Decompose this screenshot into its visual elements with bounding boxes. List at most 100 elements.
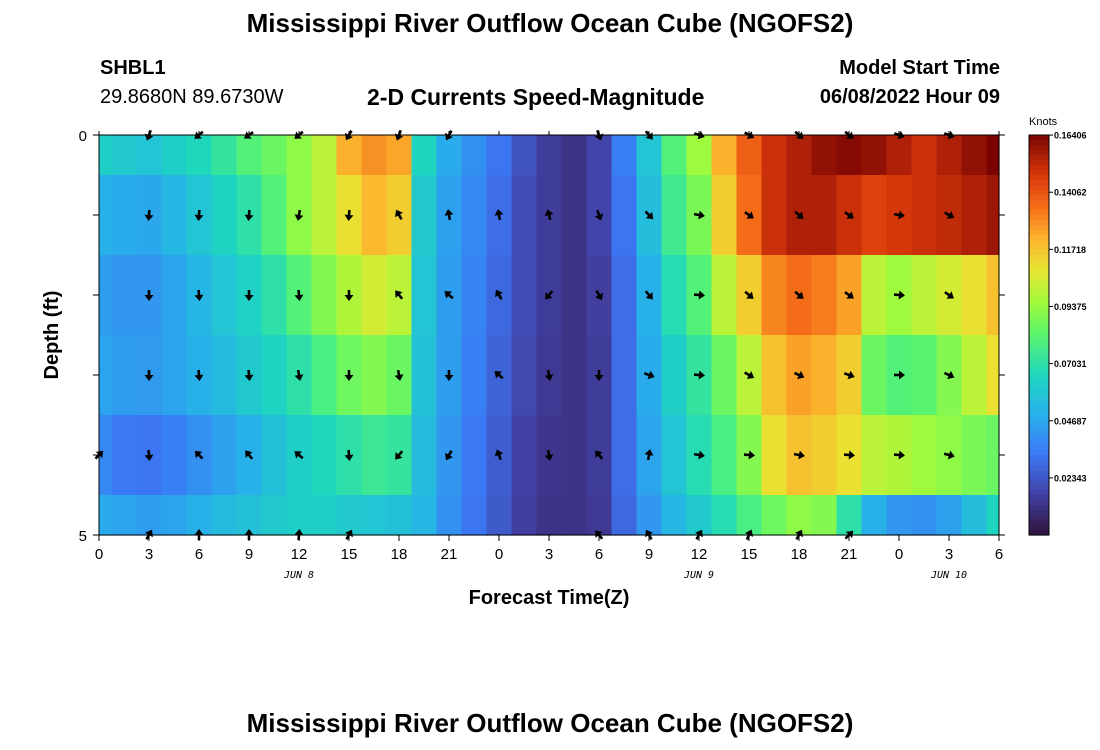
arrow-head <box>845 530 854 539</box>
current-arrow <box>94 450 104 460</box>
heatmap-cells <box>99 135 1000 536</box>
current-arrow <box>144 449 154 461</box>
heatmap-cell <box>311 415 338 496</box>
heatmap-cell <box>786 495 813 536</box>
arrow-head <box>445 452 453 461</box>
current-arrow <box>594 209 604 221</box>
heatmap-cell <box>711 175 738 256</box>
arrow-head <box>344 454 354 461</box>
heatmap-cell <box>811 335 838 416</box>
colorbar-segment <box>1029 495 1049 501</box>
current-arrow <box>244 290 254 301</box>
x-tick-label: 0 <box>895 546 903 563</box>
heatmap-cell <box>711 255 738 336</box>
x-tick-label: 21 <box>841 546 858 563</box>
colorbar-segment <box>1029 370 1049 376</box>
current-arrow <box>495 289 503 300</box>
x-tick-label: 12 <box>691 546 708 563</box>
current-arrow <box>395 450 404 460</box>
colorbar-segment <box>1029 485 1049 491</box>
current-arrow <box>643 370 655 380</box>
arrow-head <box>746 291 754 299</box>
currents-heatmap-chart: 0 3 6 9 12 15 18 21 0 3 6 9 12 15 18 21 0 3 6 JUN 8 JUN 9 JUN… <box>41 116 1087 609</box>
repeated-page-title: Mississippi River Outflow Ocean Cube (NG… <box>246 708 854 738</box>
page-title: Mississippi River Outflow Ocean Cube (NG… <box>246 8 854 38</box>
colorbar-segment <box>1029 355 1049 361</box>
arrow-head <box>294 529 304 536</box>
heatmap-cell <box>661 495 688 536</box>
arrow-head <box>594 213 604 221</box>
colorbar-segment <box>1029 175 1049 181</box>
arrow-head <box>946 291 954 299</box>
heatmap-cell <box>161 135 188 176</box>
y-axis-label: Depth (ft) <box>41 291 63 380</box>
heatmap-cell <box>586 135 613 176</box>
current-arrow <box>194 209 204 221</box>
current-arrow <box>444 370 454 381</box>
heatmap-cell <box>561 415 588 496</box>
heatmap-cell <box>261 335 288 416</box>
current-arrow <box>444 209 454 221</box>
colorbar-segment <box>1029 315 1049 321</box>
heatmap-cell <box>986 335 1000 416</box>
arrow-head <box>645 292 653 300</box>
arrow-head <box>846 211 854 219</box>
arrow-head <box>797 370 805 380</box>
heatmap-cell <box>886 495 913 536</box>
heatmap-cell <box>361 255 388 336</box>
heatmap-cell <box>211 415 238 496</box>
colorbar-segment <box>1029 160 1049 166</box>
heatmap-cell <box>636 495 663 536</box>
heatmap-cell <box>211 495 238 536</box>
current-arrow <box>744 290 754 299</box>
current-arrow <box>794 290 804 299</box>
current-arrow <box>943 450 955 460</box>
arrow-head <box>394 374 404 381</box>
arrow-head <box>947 450 955 460</box>
arrow-head <box>494 209 504 216</box>
heatmap-cell <box>611 495 638 536</box>
heatmap-cell <box>811 415 838 496</box>
x-tick-label: 9 <box>645 546 653 563</box>
heatmap-cell <box>611 255 638 336</box>
current-arrow <box>395 290 404 300</box>
colorbar-segment <box>1029 320 1049 326</box>
heatmap-cell <box>961 255 988 336</box>
colorbar <box>1029 135 1049 536</box>
colorbar-segment <box>1029 480 1049 486</box>
heatmap-cell <box>361 335 388 416</box>
arrow-head <box>144 454 154 461</box>
arrow-head <box>395 290 403 298</box>
colorbar-segment <box>1029 365 1049 371</box>
heatmap-cell <box>511 335 538 416</box>
heatmap-cell <box>661 135 688 176</box>
arrow-head <box>848 450 855 460</box>
colorbar-segment <box>1029 420 1049 426</box>
heatmap-cell <box>811 495 838 536</box>
arrow-head <box>494 371 502 379</box>
colorbar-segment <box>1029 335 1049 341</box>
current-arrow <box>545 290 554 300</box>
colorbar-segment <box>1029 435 1049 441</box>
current-arrow <box>595 530 604 540</box>
heatmap-cell <box>611 415 638 496</box>
heatmap-cell <box>886 135 913 176</box>
heatmap-cell <box>711 495 738 536</box>
colorbar-segment <box>1029 200 1049 206</box>
heatmap-cell <box>611 135 638 176</box>
arrow-head <box>746 211 754 219</box>
plot-title: 2-D Currents Speed-Magnitude <box>367 84 705 110</box>
current-arrow <box>394 369 404 381</box>
heatmap-cell <box>161 175 188 256</box>
heatmap-cell <box>861 255 888 336</box>
colorbar-segment <box>1029 385 1049 391</box>
colorbar-segment <box>1029 455 1049 461</box>
colorbar-segment <box>1029 140 1049 146</box>
arrow-head <box>144 295 154 301</box>
heatmap-cell <box>861 495 888 536</box>
colorbar-segment <box>1029 275 1049 281</box>
heatmap-cell <box>311 495 338 536</box>
current-arrow <box>194 450 204 460</box>
current-arrow <box>294 209 304 221</box>
colorbar-segment <box>1029 330 1049 336</box>
